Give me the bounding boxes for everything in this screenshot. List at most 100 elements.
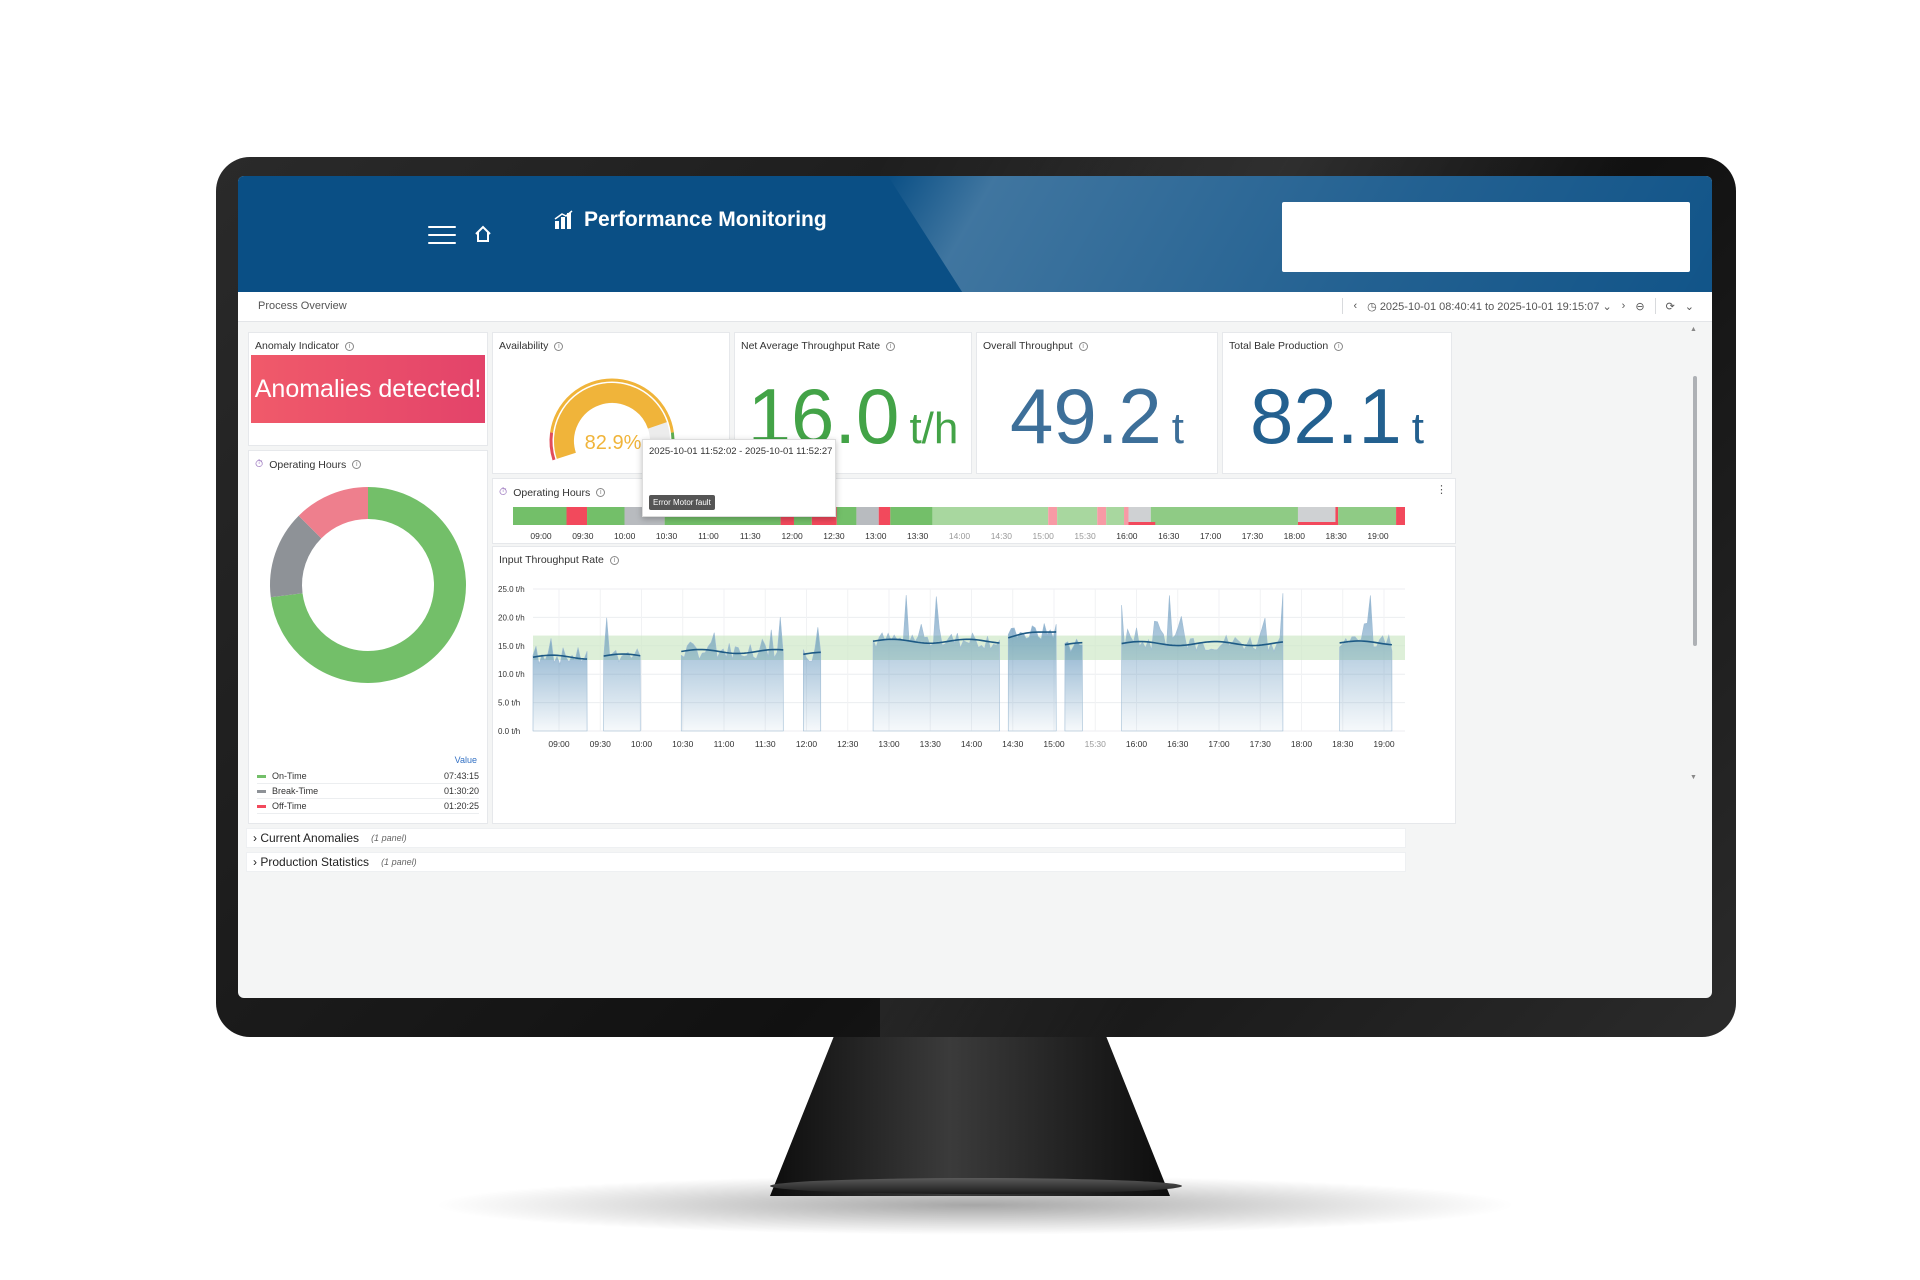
x-tick-label: 11:30 [755, 739, 776, 749]
info-icon[interactable]: i [1078, 341, 1088, 351]
timeline-tick-label: 10:00 [614, 531, 636, 541]
panel-menu-icon[interactable]: ⋮ [1436, 484, 1447, 496]
scroll-down-icon[interactable]: ▼ [1690, 774, 1697, 781]
chevron-right-icon: › [253, 855, 261, 869]
scrollbar-thumb[interactable] [1693, 376, 1697, 646]
x-tick-label: 14:30 [1002, 739, 1024, 749]
bale-stat: 82.1 t [1223, 371, 1451, 462]
net-rate-title: Net Average Throughput Rate [741, 340, 881, 352]
row-current-anomalies[interactable]: › Current Anomalies (1 panel) [246, 828, 1406, 848]
series-area [1121, 593, 1284, 732]
info-icon[interactable]: i [352, 460, 362, 469]
x-tick-label: 16:00 [1126, 739, 1148, 749]
overall-title: Overall Throughput [983, 340, 1073, 352]
app-title: Performance Monitoring [554, 208, 827, 232]
timeline-segment [1048, 507, 1058, 525]
x-tick-label: 12:30 [837, 739, 859, 749]
timeline-segment [587, 507, 625, 525]
info-icon[interactable]: i [609, 555, 619, 565]
legend-swatch [257, 804, 266, 808]
x-tick-label: 15:00 [1043, 739, 1065, 749]
legend-header[interactable]: Value [454, 755, 477, 765]
y-tick-label: 10.0 t/h [498, 670, 525, 679]
timeline-tick-label: 15:00 [1033, 531, 1055, 541]
series-area [872, 595, 1000, 732]
chart-tooltip: 2025-10-01 11:52:02 - 2025-10-01 11:52:2… [642, 439, 836, 517]
bale-production-panel: Total Bale Production i 82.1 t [1222, 332, 1452, 474]
x-tick-label: 10:30 [672, 739, 694, 749]
gauge-value: 82.9% [585, 432, 642, 454]
stopwatch-icon: ⏱ [499, 486, 508, 498]
legend-row-break-time[interactable]: Break-Time 01:30:20 [257, 784, 479, 799]
timeline-tick-label: 18:00 [1284, 531, 1306, 541]
info-icon[interactable]: i [1334, 341, 1344, 351]
scroll-up-icon[interactable]: ▲ [1690, 326, 1697, 333]
zoom-out-icon[interactable]: ⊖ [1635, 300, 1645, 313]
menu-icon[interactable] [428, 226, 456, 246]
throughput-rate-panel: Input Throughput Rate i 25.0 t/h 20.0 t/h 1… [492, 546, 1456, 824]
availability-panel: Availability i 82.9% [492, 332, 730, 474]
timeline-segment [1297, 507, 1336, 525]
timeline-marker [1297, 522, 1339, 525]
operating-hours-donut-panel: ⏱ Operating Hours i Value On-Time 07:43:15 … [248, 450, 488, 824]
timeline-tick-label: 13:00 [865, 531, 887, 541]
timeline-title: Operating Hours [513, 486, 591, 499]
refresh-icon[interactable]: ⟳ [1665, 300, 1675, 313]
x-tick-label: 11:00 [714, 739, 735, 749]
timeline-tick-label: 09:30 [572, 531, 594, 541]
panel-title: Anomaly Indicator i [255, 340, 355, 352]
home-icon[interactable] [470, 221, 496, 247]
net-rate-unit: t/h [909, 404, 959, 453]
row-label: Production Statistics [260, 855, 370, 869]
overall-throughput-panel: Overall Throughput i 49.2 t [976, 332, 1218, 474]
timeline-tick-label: 12:30 [823, 531, 845, 541]
timeline-segment [836, 507, 857, 525]
timeline-segment [513, 507, 567, 525]
info-icon[interactable]: i [554, 341, 564, 351]
timeline-marker [1128, 522, 1156, 525]
timeline-segment [566, 507, 588, 525]
timeline-tick-label: 15:30 [1074, 531, 1096, 541]
search-input[interactable] [1282, 202, 1690, 272]
timeline-tick-label: 19:00 [1367, 531, 1389, 541]
panel-title: Input Throughput Rate i [499, 554, 619, 566]
x-tick-label: 13:00 [878, 739, 900, 749]
panel-title: Net Average Throughput Rate i [741, 340, 896, 352]
monitor-stand-base [770, 1178, 1182, 1194]
chevron-down-icon[interactable]: ⌄ [1684, 300, 1694, 313]
chevron-right-icon[interactable]: › [1621, 300, 1626, 312]
chevron-left-icon[interactable]: ‹ [1353, 300, 1358, 312]
bale-title: Total Bale Production [1229, 340, 1329, 352]
series-line [681, 648, 784, 655]
breadcrumb[interactable]: Process Overview [258, 300, 347, 312]
time-range-picker[interactable]: ◷ 2025-10-01 08:40:41 to 2025-10-01 19:1… [1367, 300, 1612, 313]
info-icon[interactable]: i [886, 341, 896, 351]
timeline-tick-label: 10:30 [656, 531, 678, 541]
panel-title: Overall Throughput i [983, 340, 1088, 352]
chevron-right-icon: › [253, 831, 261, 845]
timeline-segment [1335, 507, 1339, 525]
timeline-tick-label: 17:30 [1242, 531, 1264, 541]
timeline-tick-label: 18:30 [1326, 531, 1348, 541]
availability-title: Availability [499, 340, 549, 352]
bar-chart-icon [554, 210, 573, 229]
tooltip-range: 2025-10-01 11:52:02 - 2025-10-01 11:52:2… [649, 446, 833, 457]
info-icon[interactable]: i [596, 488, 606, 497]
row-production-statistics[interactable]: › Production Statistics (1 panel) [246, 852, 1406, 872]
series-line [603, 653, 641, 657]
series-area [1064, 638, 1083, 732]
operating-hours-timeline-panel: ⏱ Operating Hours i ⋮ 09:00 09:30 10:00 10:30… [492, 478, 1456, 544]
throughput-time-series: 25.0 t/h 20.0 t/h 15.0 t/h 10.0 t/h 5.0 t/h 0… [498, 585, 1405, 749]
series-line [532, 654, 588, 660]
donut-chart [270, 487, 466, 683]
x-tick-label: 18:00 [1291, 739, 1313, 749]
legend-value: 01:30:20 [443, 786, 479, 796]
y-tick-label: 5.0 t/h [498, 699, 520, 708]
stopwatch-icon: ⏱ [255, 458, 264, 470]
anomaly-panel: Anomaly Indicator i Anomalies detected! [248, 332, 488, 446]
legend-row-on-time[interactable]: On-Time 07:43:15 [257, 769, 479, 784]
legend-row-off-time[interactable]: Off-Time 01:20:25 [257, 799, 479, 814]
gauge-threshold-red [549, 432, 556, 461]
info-icon[interactable]: i [345, 341, 355, 351]
